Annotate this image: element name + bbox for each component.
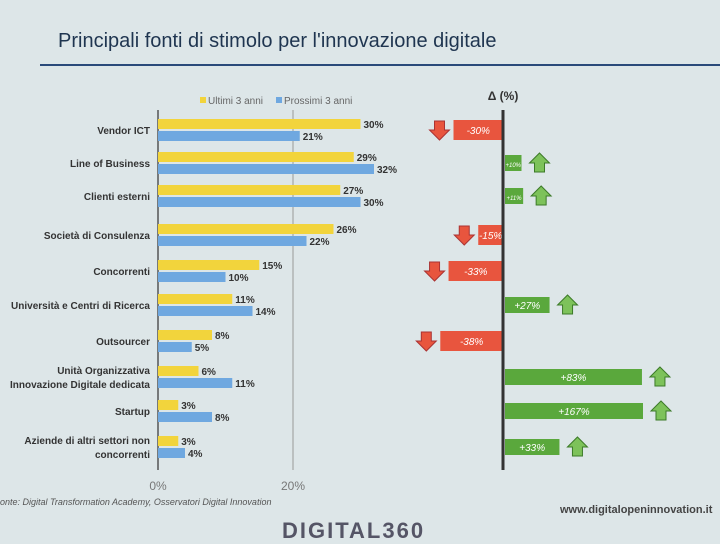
category-label: Clienti esterni <box>84 192 150 203</box>
category-label: concorrenti <box>95 450 150 461</box>
delta-label: -33% <box>464 267 487 278</box>
data-label: 6% <box>202 367 217 378</box>
category-label: Concorrenti <box>93 267 150 278</box>
delta-bar <box>505 369 642 385</box>
arrow-down-icon <box>423 261 446 282</box>
category-label: Outsourcer <box>96 337 150 348</box>
bar-prossimi <box>158 342 192 352</box>
legend-label-prossimi: Prossimi 3 anni <box>284 96 352 107</box>
category-label: Innovazione Digitale dedicata <box>10 380 150 391</box>
data-label: 8% <box>215 331 230 342</box>
category-label: Aziende di altri settori non <box>24 436 150 447</box>
category-label: Società di Consulenza <box>44 231 151 242</box>
delta-label: +27% <box>514 301 540 312</box>
data-label: 29% <box>357 153 377 164</box>
delta-bar <box>505 188 524 204</box>
delta-bar <box>440 331 503 351</box>
category-label: Startup <box>115 407 150 418</box>
delta-label: +11% <box>507 196 523 202</box>
bar-prossimi <box>158 448 185 458</box>
delta-bar <box>505 403 643 419</box>
arrow-up-icon <box>556 294 579 315</box>
bar-ultimi <box>158 119 361 129</box>
data-label: 22% <box>310 237 330 248</box>
arrow-up-icon <box>529 185 553 206</box>
arrow-up-icon <box>648 366 672 387</box>
bar-ultimi <box>158 436 179 446</box>
data-label: 32% <box>377 165 397 176</box>
data-label: 11% <box>235 379 255 390</box>
legend-label-ultimi: Ultimi 3 anni <box>208 96 263 107</box>
bar-prossimi <box>158 412 212 422</box>
bar-ultimi <box>158 185 341 195</box>
delta-label: -15% <box>479 231 502 242</box>
legend-swatch-prossimi <box>276 97 282 103</box>
legend-swatch-ultimi <box>200 97 206 103</box>
category-label: Line of Business <box>70 159 150 170</box>
delta-label: +33% <box>519 443 545 454</box>
delta-title: Δ (%) <box>488 89 519 103</box>
data-label: 14% <box>256 307 276 318</box>
bar-prossimi <box>158 272 226 282</box>
website-url: www.digitalopeninnovation.it <box>560 504 713 516</box>
data-label: 21% <box>303 132 323 143</box>
source-note: onte: Digital Transformation Academy, Os… <box>0 497 272 507</box>
delta-bar <box>505 439 560 455</box>
data-label: 8% <box>215 413 230 424</box>
category-label: Università e Centri di Ricerca <box>11 301 150 312</box>
x-tick-label: 20% <box>281 479 305 493</box>
bar-prossimi <box>158 131 300 141</box>
data-label: 11% <box>235 295 255 306</box>
bar-ultimi <box>158 330 212 340</box>
delta-bar <box>453 120 503 140</box>
delta-label: +10% <box>505 163 521 169</box>
data-label: 4% <box>188 449 203 460</box>
delta-label: +83% <box>561 373 587 384</box>
arrow-up-icon <box>566 436 589 457</box>
bar-ultimi <box>158 224 334 234</box>
data-label: 30% <box>364 198 384 209</box>
delta-bar <box>478 225 503 245</box>
bar-ultimi <box>158 152 354 162</box>
delta-bar <box>505 155 522 171</box>
delta-label: +167% <box>558 407 590 418</box>
title-rule <box>40 64 720 66</box>
bar-prossimi <box>158 378 233 388</box>
arrow-down-icon <box>453 225 476 246</box>
x-tick-label: 0% <box>149 479 167 493</box>
data-label: 26% <box>337 225 357 236</box>
arrow-up-icon <box>528 152 551 173</box>
category-label: Vendor ICT <box>97 126 150 137</box>
data-label: 5% <box>195 343 210 354</box>
bar-prossimi <box>158 164 374 174</box>
bar-ultimi <box>158 400 179 410</box>
data-label: 30% <box>364 120 384 131</box>
delta-label: -38% <box>460 337 483 348</box>
arrow-up-icon <box>649 400 673 421</box>
bar-prossimi <box>158 236 307 246</box>
delta-label: -30% <box>467 126 490 137</box>
bar-ultimi <box>158 366 199 376</box>
arrow-down-icon <box>415 331 438 352</box>
data-label: 27% <box>343 186 363 197</box>
bar-prossimi <box>158 197 361 207</box>
category-label: Unità Organizzativa <box>57 366 150 377</box>
delta-bar <box>505 297 550 313</box>
bar-ultimi <box>158 294 233 304</box>
data-label: 15% <box>262 261 282 272</box>
bar-prossimi <box>158 306 253 316</box>
logo: DIGITAL360 <box>282 518 426 543</box>
slide-title: Principali fonti di stimolo per l'innova… <box>58 30 497 52</box>
arrow-down-icon <box>428 120 451 141</box>
data-label: 10% <box>229 273 249 284</box>
data-label: 3% <box>181 437 196 448</box>
data-label: 3% <box>181 401 196 412</box>
delta-bar <box>448 261 503 281</box>
bar-ultimi <box>158 260 260 270</box>
